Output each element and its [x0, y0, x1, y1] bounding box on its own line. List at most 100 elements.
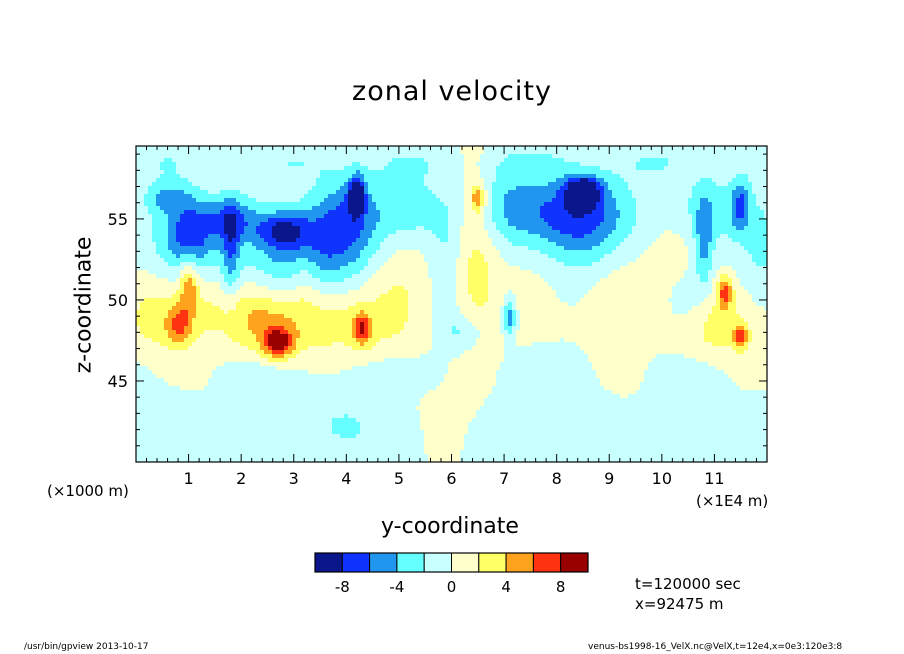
contour-cell	[180, 294, 185, 311]
contour-cell	[140, 302, 145, 335]
contour-cell	[576, 250, 581, 267]
contour-cell	[420, 226, 425, 255]
contour-cell	[376, 342, 381, 363]
contour-cell	[748, 182, 753, 255]
contour-cell	[328, 194, 333, 211]
contour-cell	[548, 182, 553, 203]
contour-cell	[540, 146, 545, 155]
contour-cell	[676, 282, 681, 315]
contour-cell	[292, 322, 297, 351]
contour-cell	[292, 166, 297, 203]
contour-cell	[452, 326, 457, 335]
contour-cell	[312, 222, 317, 251]
contour-cell	[500, 362, 505, 463]
x-tick-label: 4	[341, 469, 351, 488]
contour-cell	[752, 194, 757, 263]
contour-cell	[268, 246, 273, 259]
contour-cell	[540, 342, 545, 463]
contour-cell	[752, 146, 757, 195]
contour-cell	[236, 202, 241, 211]
contour-cell	[328, 346, 333, 375]
contour-cell	[624, 398, 629, 463]
contour-cell	[348, 418, 353, 439]
contour-cell	[460, 314, 465, 355]
contour-cell	[712, 346, 717, 367]
contour-cell	[764, 218, 768, 267]
contour-cell	[268, 290, 273, 299]
contour-cell	[500, 234, 505, 259]
contour-cell	[188, 262, 193, 267]
contour-cell	[368, 318, 373, 339]
contour-cell	[288, 318, 293, 335]
contour-cell	[216, 194, 221, 203]
contour-cell	[292, 302, 297, 323]
contour-cell	[308, 146, 313, 191]
contour-cell	[764, 266, 768, 311]
contour-cell	[504, 158, 509, 195]
contour-cell	[184, 274, 189, 283]
contour-cell	[220, 310, 225, 331]
contour-cell	[488, 146, 493, 239]
contour-cell	[184, 310, 189, 327]
contour-cell	[276, 218, 281, 223]
contour-cell	[416, 146, 421, 159]
contour-cell	[740, 174, 745, 187]
contour-cell	[588, 182, 593, 215]
contour-cell	[500, 146, 505, 163]
contour-cell	[228, 362, 233, 463]
contour-cell	[284, 222, 289, 243]
contour-cell	[188, 274, 193, 279]
contour-cell	[244, 194, 249, 207]
contour-cell	[300, 370, 305, 463]
contour-cell	[164, 190, 169, 215]
contour-cell	[344, 166, 349, 183]
contour-cell	[248, 146, 253, 199]
contour-cell	[244, 206, 249, 223]
contour-cell	[296, 238, 301, 251]
contour-cell	[672, 286, 677, 315]
contour-cell	[216, 330, 221, 367]
contour-cell	[272, 354, 277, 359]
contour-cell	[260, 250, 265, 271]
contour-cell	[324, 374, 329, 463]
contour-cell	[552, 290, 557, 343]
contour-cell	[696, 234, 701, 275]
contour-cell	[240, 146, 245, 195]
contour-cell	[704, 322, 709, 343]
contour-cell	[320, 374, 325, 463]
contour-cell	[584, 174, 589, 179]
contour-cell	[480, 406, 485, 463]
x-tick-label: 7	[499, 469, 509, 488]
contour-cell	[180, 334, 185, 343]
contour-cell	[528, 146, 533, 155]
contour-cell	[392, 146, 397, 159]
contour-cell	[736, 354, 741, 387]
contour-cell	[224, 294, 229, 315]
contour-cell	[656, 354, 661, 463]
contour-cell	[320, 170, 325, 203]
contour-cell	[276, 278, 281, 291]
contour-cell	[608, 170, 613, 191]
contour-cell	[356, 342, 361, 351]
contour-cell	[188, 266, 193, 275]
contour-cell	[340, 170, 345, 187]
contour-cell	[600, 386, 605, 463]
contour-cell	[744, 174, 749, 191]
contour-cell	[536, 154, 541, 187]
contour-cell	[280, 314, 285, 327]
x-tick-label: 1	[183, 469, 193, 488]
contour-cell	[348, 370, 353, 419]
contour-cell	[340, 370, 345, 419]
contour-cell	[588, 250, 593, 267]
contour-cell	[476, 250, 481, 307]
contour-cell	[260, 298, 265, 311]
contour-cell	[204, 146, 209, 191]
contour-cell	[252, 298, 257, 311]
contour-cell	[532, 342, 537, 463]
contour-cell	[264, 298, 269, 311]
contour-cell	[412, 158, 417, 231]
contour-cell	[256, 146, 261, 203]
contour-cell	[380, 146, 385, 171]
contour-cell	[368, 146, 373, 171]
contour-cell	[236, 362, 241, 463]
